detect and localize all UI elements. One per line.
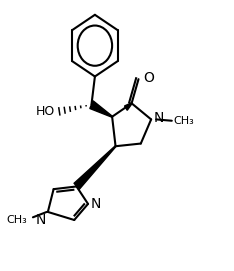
Text: CH₃: CH₃ <box>174 116 194 126</box>
Text: HO: HO <box>36 105 55 118</box>
Polygon shape <box>90 101 112 117</box>
Text: N: N <box>90 197 101 211</box>
Text: N: N <box>36 213 46 227</box>
Polygon shape <box>74 146 116 190</box>
Polygon shape <box>124 103 132 110</box>
Text: O: O <box>143 71 154 85</box>
Text: N: N <box>154 111 164 125</box>
Text: CH₃: CH₃ <box>7 215 27 225</box>
